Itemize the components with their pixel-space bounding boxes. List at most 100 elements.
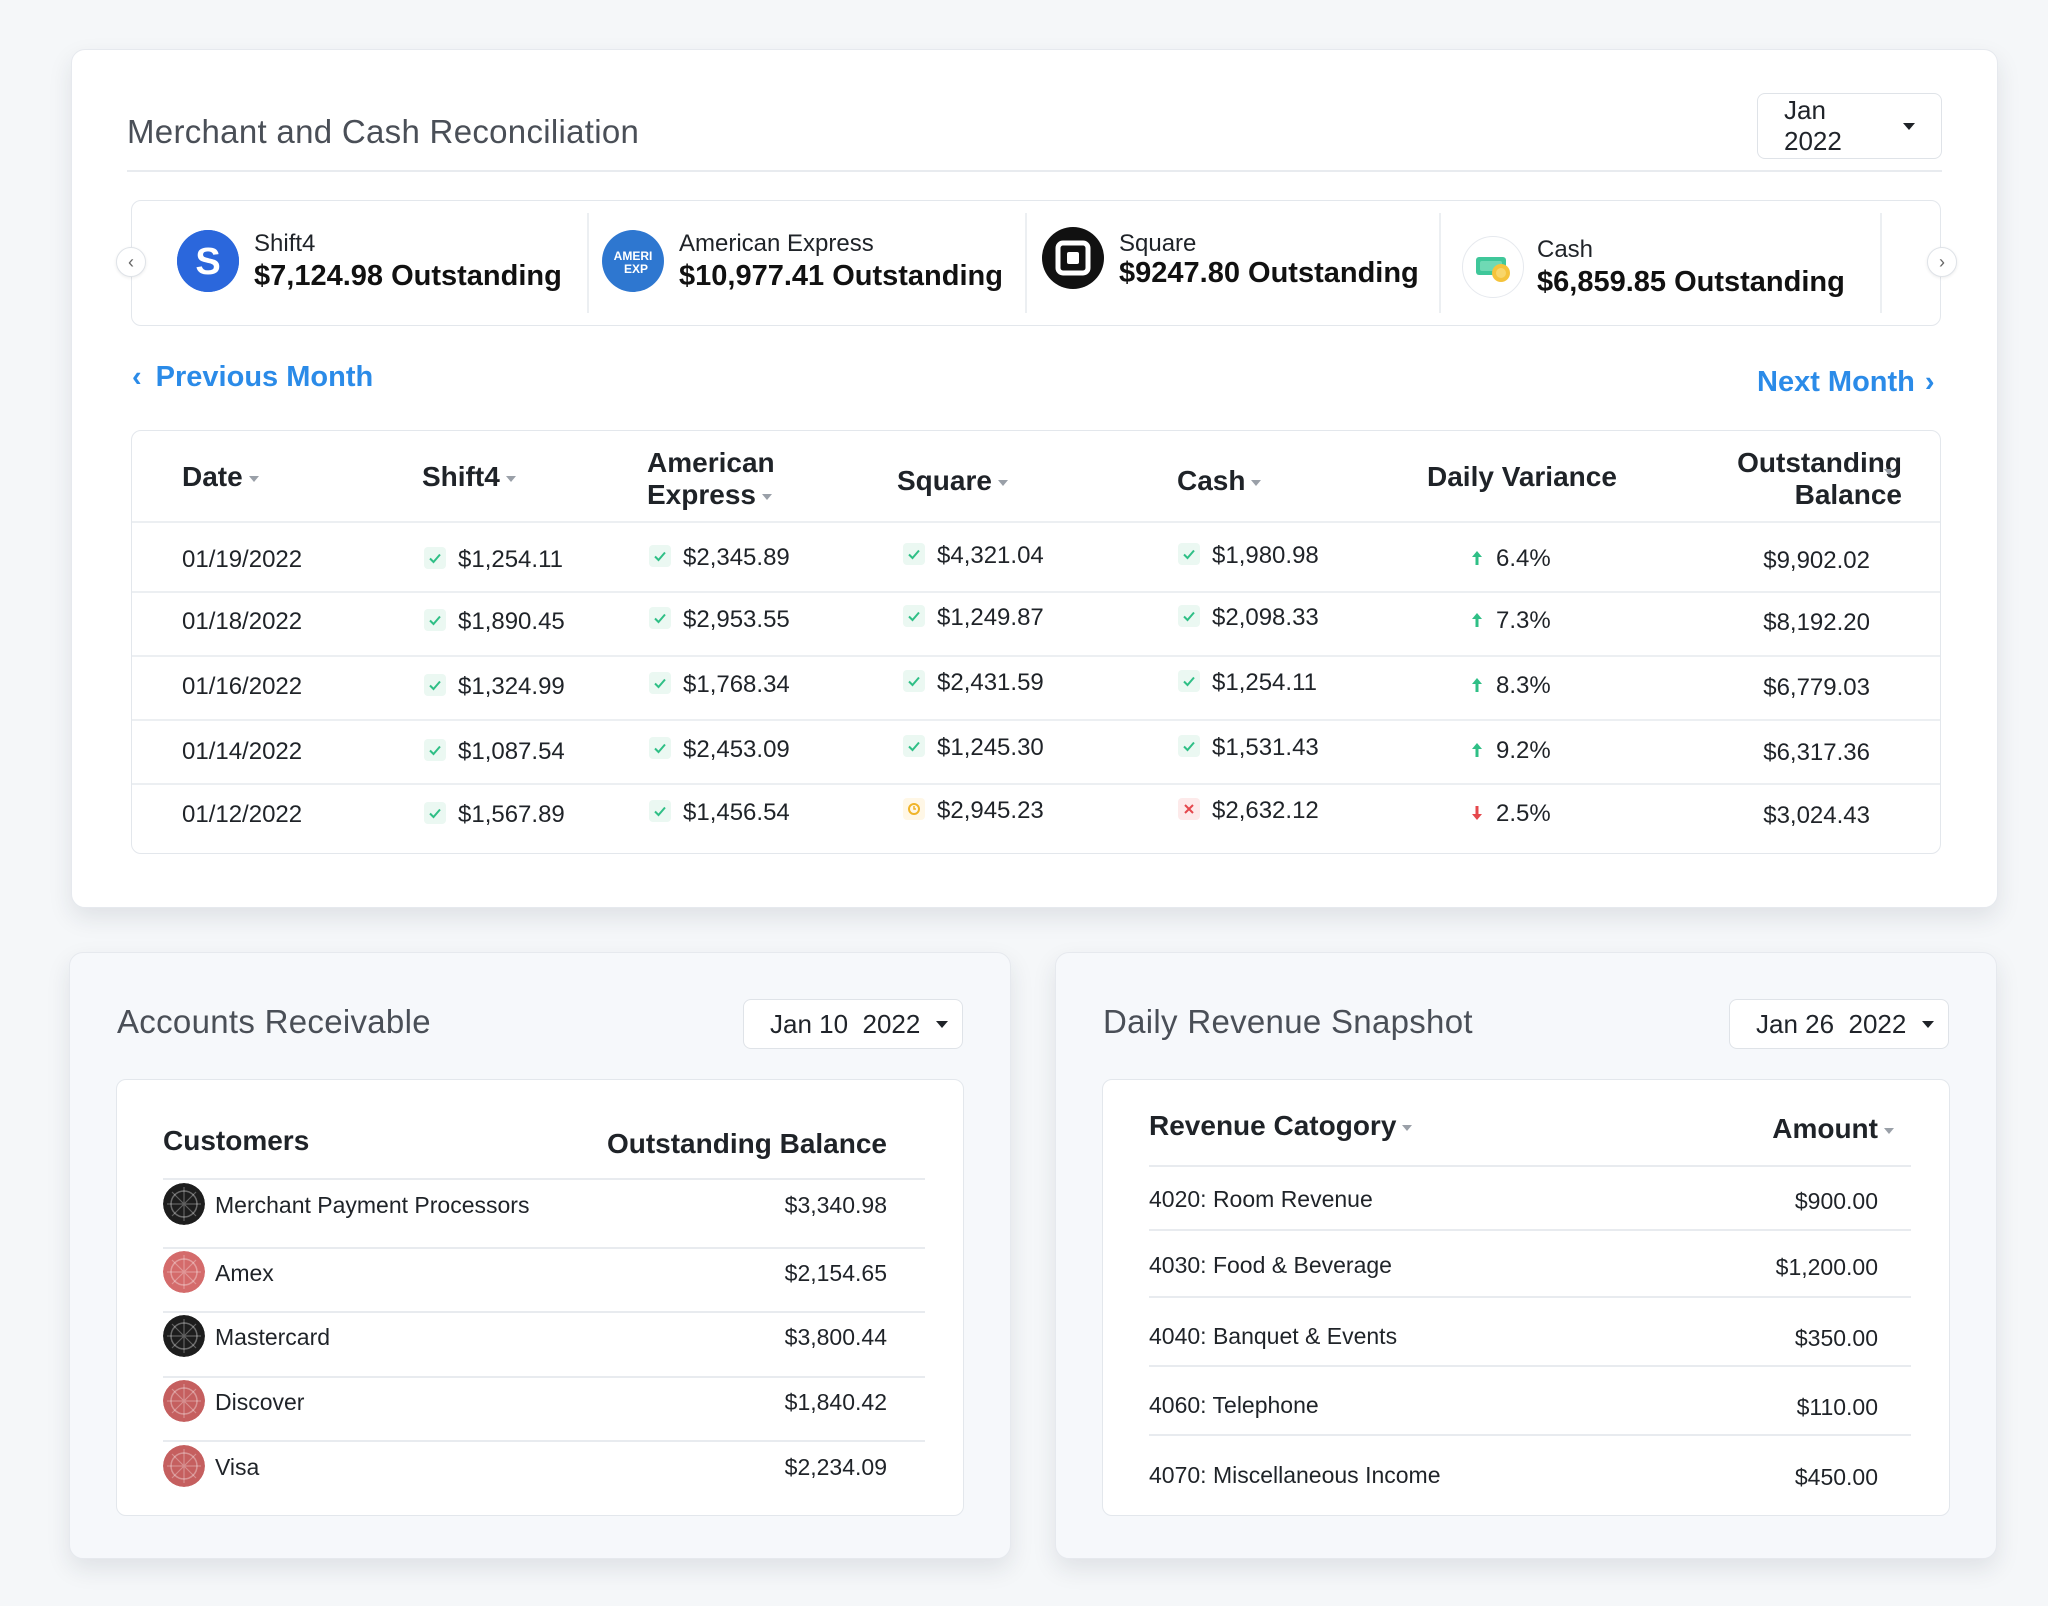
square-cell: $1,249.87 (937, 604, 1044, 631)
check-icon (649, 737, 671, 759)
merchant-name: Cash (1537, 236, 1594, 263)
column-header-shift4[interactable]: Shift4 (422, 461, 516, 493)
header-label: Shift4 (422, 461, 500, 492)
customer-name: Discover (215, 1389, 305, 1415)
revenue-amount: $1,200.00 (1775, 1254, 1878, 1280)
column-header-square[interactable]: Square (897, 465, 1008, 497)
variance-cell: 9.2% (1496, 737, 1551, 764)
row-divider (1149, 1165, 1911, 1167)
square-cell: $2,431.59 (937, 669, 1044, 696)
daily-revenue-title: Daily Revenue Snapshot (1103, 1003, 1473, 1040)
month-dropdown[interactable]: Jan 2022 (1757, 93, 1942, 159)
shift4-cell: $1,567.89 (458, 801, 565, 828)
square-cell: $1,245.30 (937, 734, 1044, 761)
previous-month-label: Previous Month (155, 361, 374, 393)
balance-cell: $8,192.20 (1763, 609, 1870, 636)
cash-cell: $1,254.11 (1212, 669, 1317, 696)
reconciliation-card: Merchant and Cash Reconciliation Jan 202… (71, 49, 1998, 908)
customer-balance: $2,234.09 (784, 1454, 887, 1480)
variance-cell: 2.5% (1496, 800, 1551, 827)
check-icon (1178, 543, 1200, 565)
revenue-category: 4030: Food & Beverage (1149, 1252, 1392, 1278)
row-divider (132, 655, 1940, 657)
row-divider (132, 521, 1940, 523)
column-header-amount[interactable]: Amount (1772, 1113, 1894, 1145)
check-icon (424, 739, 446, 761)
ar-date-dropdown[interactable]: Jan 10 2022 (743, 999, 963, 1049)
chevron-down-icon (1922, 1020, 1935, 1028)
revenue-date-dropdown[interactable]: Jan 26 2022 (1729, 999, 1949, 1049)
customer-avatar-icon (163, 1183, 205, 1225)
sort-icon (1402, 1124, 1413, 1131)
merchant-tile-square[interactable]: Square $9247.80 Outstanding (1042, 201, 1442, 327)
variance-cell: 7.3% (1496, 607, 1551, 634)
carousel-prev-button[interactable]: ‹ (116, 247, 146, 277)
revenue-category: 4040: Banquet & Events (1149, 1323, 1398, 1349)
shift4-cell: $1,087.54 (458, 738, 565, 765)
sort-icon (1884, 469, 1894, 475)
sort-icon (997, 479, 1008, 486)
balance-cell: $9,902.02 (1763, 547, 1870, 574)
variance-cell: 8.3% (1496, 672, 1551, 699)
customer-balance: $3,800.44 (784, 1324, 887, 1350)
balance-cell: $3,024.43 (1763, 802, 1870, 829)
chevron-down-icon (1903, 122, 1915, 130)
customer-name: Amex (215, 1260, 274, 1286)
row-divider (132, 591, 1940, 593)
amex-cell: $2,345.89 (683, 544, 790, 571)
merchant-divider (587, 213, 589, 313)
title-divider (127, 170, 1942, 172)
pending-clock-icon (903, 798, 925, 820)
sort-icon (248, 475, 259, 482)
date-cell: 01/18/2022 (182, 608, 303, 635)
column-header-outstanding-balance[interactable]: Outstanding Balance (1702, 447, 1902, 511)
row-divider (1149, 1229, 1911, 1231)
cash-cell: $1,531.43 (1212, 734, 1319, 761)
next-month-label: Next Month (1757, 366, 1915, 398)
customer-avatar-icon (163, 1251, 205, 1293)
cash-cell: $2,098.33 (1212, 604, 1319, 631)
check-icon (903, 543, 925, 565)
svg-text:S: S (195, 241, 220, 283)
month-dropdown-value: Jan 2022 (1784, 95, 1842, 156)
previous-month-link[interactable]: ‹ Previous Month (132, 361, 373, 394)
row-divider (1149, 1434, 1911, 1436)
merchant-name: American Express (679, 230, 874, 257)
header-label: Cash (1177, 465, 1246, 496)
merchant-tile-cash[interactable]: Cash $6,859.85 Outstanding (1462, 201, 1882, 327)
amex-cell: $1,456.54 (683, 799, 790, 826)
column-header-revenue-category[interactable]: Revenue Catogory (1149, 1110, 1413, 1142)
merchant-outstanding: $10,977.41 Outstanding (679, 260, 1003, 292)
accounts-receivable-title: Accounts Receivable (117, 1003, 431, 1040)
customer-name: Merchant Payment Processors (215, 1192, 530, 1218)
square-cell: $2,945.23 (937, 797, 1044, 824)
accounts-receivable-table: Customers Outstanding Balance Merchant P… (116, 1079, 964, 1516)
merchant-tile-shift4[interactable]: S Shift4 $7,124.98 Outstanding (177, 201, 577, 327)
sort-icon (505, 475, 516, 482)
column-header-amex[interactable]: American Express (647, 447, 797, 511)
arrow-up-icon (1470, 550, 1484, 571)
cash-cell: $1,980.98 (1212, 542, 1319, 569)
row-divider (163, 1178, 925, 1180)
row-divider (132, 719, 1940, 721)
check-icon (424, 802, 446, 824)
column-header-cash[interactable]: Cash (1177, 465, 1262, 497)
balance-cell: $6,779.03 (1763, 674, 1870, 701)
carousel-next-button[interactable]: › (1927, 247, 1957, 277)
check-icon (649, 672, 671, 694)
column-header-date[interactable]: Date (182, 461, 259, 493)
check-icon (424, 674, 446, 696)
variance-cell: 6.4% (1496, 545, 1551, 572)
row-divider (163, 1311, 925, 1313)
revenue-category: 4070: Miscellaneous Income (1149, 1462, 1441, 1488)
chevron-right-icon: › (1939, 251, 1945, 272)
customer-balance: $3,340.98 (784, 1192, 887, 1218)
column-header-daily-variance[interactable]: Daily Variance (1427, 461, 1617, 493)
shift4-logo: S (177, 230, 239, 292)
shift4-cell: $1,890.45 (458, 608, 565, 635)
revenue-category: 4020: Room Revenue (1149, 1186, 1373, 1212)
next-month-link[interactable]: Next Month › (1757, 366, 1935, 399)
merchant-tile-amex[interactable]: AMERI EXP American Express $10,977.41 Out… (602, 201, 1022, 327)
amex-logo: AMERI EXP (602, 230, 664, 292)
row-divider (163, 1440, 925, 1442)
